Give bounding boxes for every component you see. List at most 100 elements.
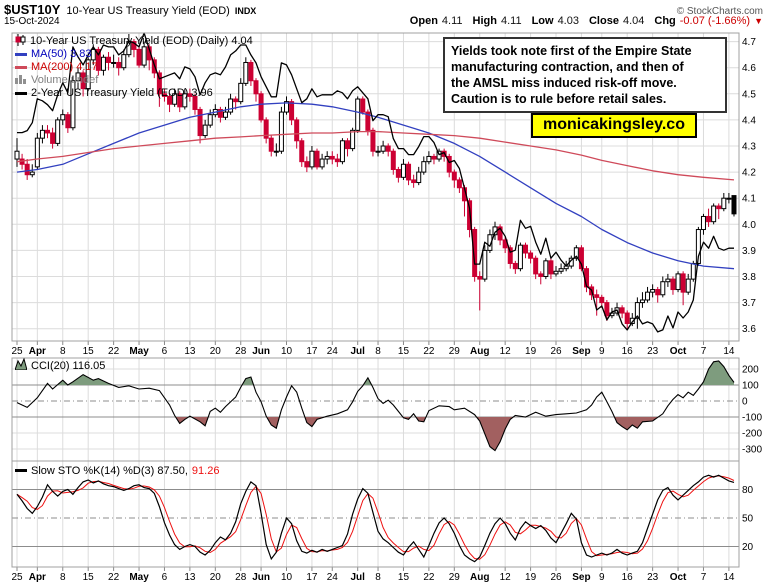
x-tick-label: 28: [235, 346, 247, 357]
candle-body: [370, 129, 376, 152]
candle-body: [14, 150, 20, 160]
candle-body: [431, 155, 437, 160]
sto-y-tick-label: 50: [742, 514, 754, 525]
two-year-yield-line: [17, 32, 734, 333]
x-tick-label: 26: [550, 346, 562, 357]
x-tick-label: Apr: [29, 572, 46, 583]
candle-body: [645, 291, 651, 301]
x-tick-label: 22: [423, 346, 435, 357]
cci-overbought-area: [363, 377, 372, 385]
low-label: Low: [531, 15, 554, 27]
cci-legend: CCI(20) 116.05: [14, 357, 105, 372]
candle-body: [345, 140, 351, 150]
legend-ma200-label: MA(200) 4.17: [31, 61, 98, 73]
candle-body: [634, 302, 640, 319]
high-label: High: [472, 15, 497, 27]
x-tick-label: 7: [701, 346, 707, 357]
candle-body: [334, 158, 340, 163]
candle-body: [395, 168, 401, 178]
candle-body: [406, 163, 412, 181]
candle-body: [172, 93, 178, 105]
x-tick-label: Oct: [670, 346, 687, 357]
x-tick-label: 29: [449, 572, 461, 583]
candle-body: [329, 155, 335, 160]
x-tick-label: 13: [184, 346, 196, 357]
sto-d-value: 91.26: [191, 464, 220, 477]
x-tick-label: 14: [723, 346, 735, 357]
candle-body: [136, 48, 142, 66]
watermark-badge: monicakingsley.co: [531, 113, 697, 138]
panel-borders: [11, 32, 740, 568]
x-tick-label: May: [129, 346, 149, 357]
chg-value: -0.07 (-1.66%): [679, 15, 751, 27]
market-label: INDX: [234, 6, 257, 16]
candle-body: [655, 289, 661, 296]
x-tick-label: 9: [599, 572, 605, 583]
x-tick-label: 15: [83, 572, 95, 583]
x-tick-label: 8: [60, 346, 66, 357]
price-y-tick-label: 4.7: [742, 37, 756, 48]
candle-body: [594, 294, 600, 298]
candle-body: [95, 48, 101, 71]
candle-body: [268, 137, 274, 152]
cci-overbought-area: [701, 361, 734, 385]
open-value: 4.11: [441, 15, 463, 27]
candle-body: [416, 171, 422, 184]
candle-body: [619, 307, 625, 314]
cci-oversold-area: [614, 417, 659, 430]
candle-body: [599, 296, 605, 304]
symbol-label: $UST10Y: [4, 2, 61, 17]
x-tick-label: 25: [11, 346, 23, 357]
price-y-tick-label: 4.2: [742, 168, 756, 179]
chart-header: $UST10Y 10-Year US Treasury Yield (EOD) …: [0, 0, 767, 32]
candle-body: [228, 98, 234, 113]
x-tick-label: 16: [622, 346, 634, 357]
copyright-credit: © StockCharts.com: [676, 6, 763, 17]
candle-body: [477, 276, 483, 280]
candle-body: [106, 56, 112, 63]
x-tick-label: 29: [449, 346, 461, 357]
x-tick-label: 22: [423, 572, 435, 583]
candle-body: [60, 114, 66, 121]
x-tick-label: 8: [60, 572, 66, 583]
candle-body: [238, 82, 244, 103]
candle-body: [273, 150, 279, 153]
candle-body: [70, 80, 76, 129]
candle-body: [451, 171, 457, 181]
volume-bars-icon: [15, 74, 27, 88]
x-tick-label: 22: [108, 346, 120, 357]
close-label: Close: [588, 15, 619, 27]
candle-body: [263, 119, 269, 139]
cci-overbought-area: [57, 374, 113, 385]
candle-body: [400, 163, 406, 178]
cci-y-tick-label: 100: [742, 381, 759, 392]
x-tick-label: 19: [525, 572, 537, 583]
x-tick-label: 14: [723, 572, 735, 583]
x-tick-label: 7: [701, 572, 707, 583]
x-tick-label: 24: [327, 572, 339, 583]
price-y-tick-label: 3.6: [742, 324, 756, 335]
candle-body: [472, 229, 478, 278]
legend-two-year-label: 2-Year US Treasury Yield (EOD) 3.96: [31, 87, 213, 99]
candle-body: [75, 72, 81, 82]
legend-row-price: 10-Year US Treasury Yield (EOD) (Daily) …: [15, 33, 253, 48]
x-tick-label: Jun: [252, 346, 270, 357]
sto-line-swatch-icon: [15, 469, 27, 472]
axis-tick-marks: [16, 341, 730, 571]
cci-y-tick-label: 200: [742, 365, 759, 376]
price-y-tick-label: 4.1: [742, 194, 756, 205]
candle-body: [116, 61, 122, 69]
close-value: 4.04: [622, 15, 645, 27]
candle-body: [670, 278, 676, 291]
x-tick-label: Sep: [572, 346, 590, 357]
sto-indicator: [16, 474, 735, 563]
candle-body: [29, 171, 35, 176]
x-tick-label: 15: [83, 346, 95, 357]
candle-body: [731, 195, 737, 215]
x-tick-label: 9: [599, 346, 605, 357]
candle-body: [50, 132, 56, 144]
candle-body: [543, 260, 549, 277]
candle-body: [65, 114, 71, 129]
legend-volume-label: Volume undef: [31, 74, 99, 86]
